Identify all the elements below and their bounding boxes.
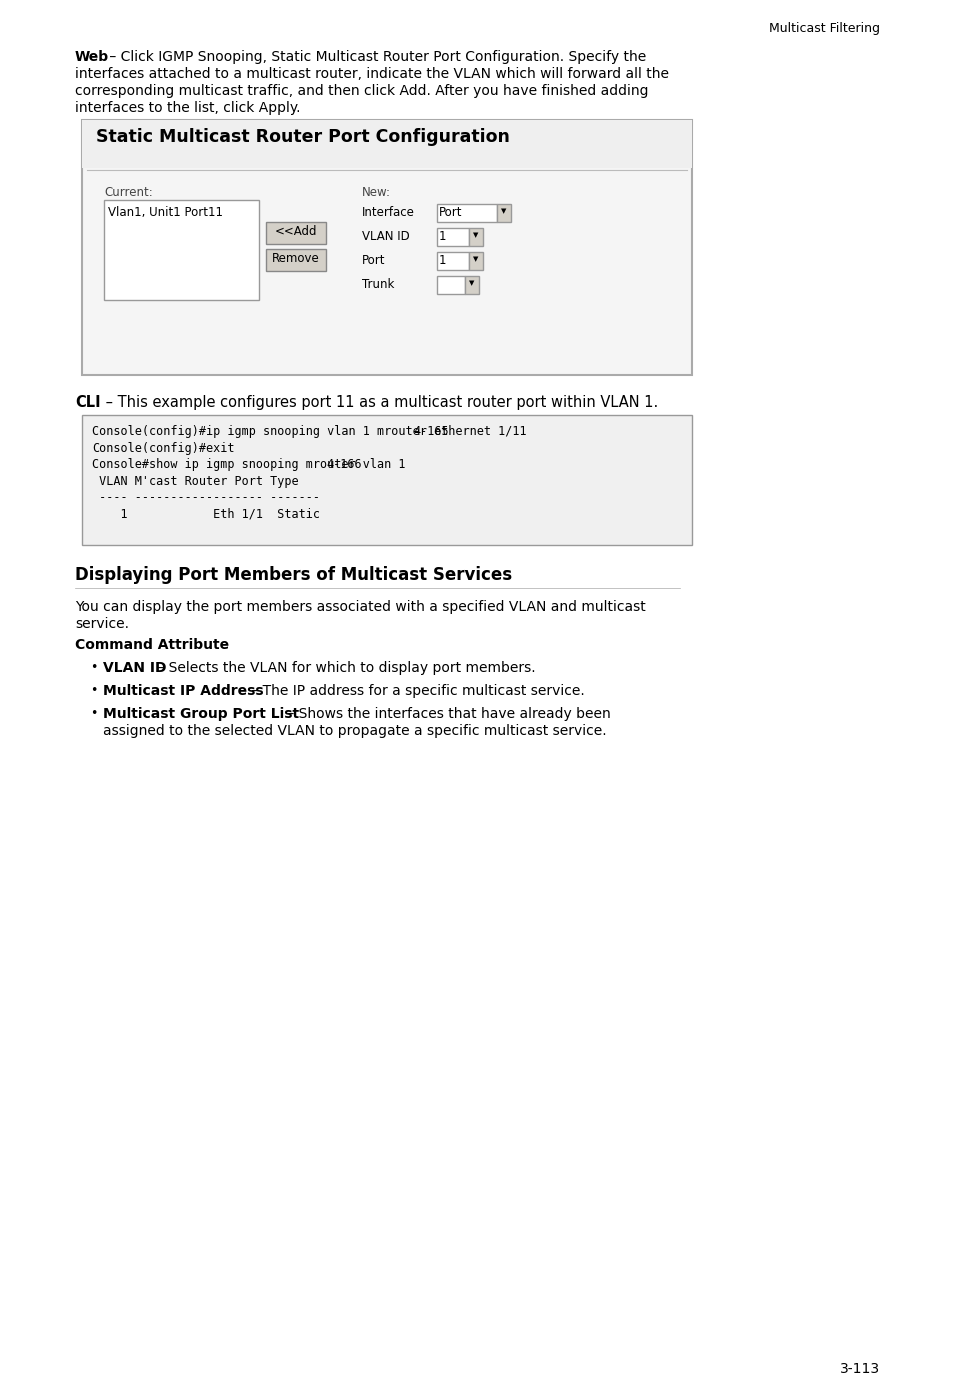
FancyBboxPatch shape: [464, 276, 478, 294]
Text: Displaying Port Members of Multicast Services: Displaying Port Members of Multicast Ser…: [75, 566, 512, 584]
Text: assigned to the selected VLAN to propagate a specific multicast service.: assigned to the selected VLAN to propaga…: [103, 725, 606, 738]
Text: service.: service.: [75, 618, 129, 632]
FancyBboxPatch shape: [82, 119, 691, 168]
Text: Multicast IP Address: Multicast IP Address: [103, 684, 263, 698]
FancyBboxPatch shape: [497, 204, 511, 222]
Text: Remove: Remove: [272, 253, 319, 265]
Text: 3-113: 3-113: [839, 1362, 879, 1376]
Text: 1            Eth 1/1  Static: 1 Eth 1/1 Static: [91, 508, 319, 520]
FancyBboxPatch shape: [436, 276, 464, 294]
Text: <<Add: <<Add: [274, 225, 317, 237]
Text: Web: Web: [75, 50, 109, 64]
Text: interfaces attached to a multicast router, indicate the VLAN which will forward : interfaces attached to a multicast route…: [75, 67, 668, 81]
Text: Port: Port: [438, 205, 462, 219]
Text: Console#show ip igmp snooping mrouter vlan 1: Console#show ip igmp snooping mrouter vl…: [91, 458, 405, 471]
Text: Multicast Group Port List: Multicast Group Port List: [103, 706, 299, 720]
FancyBboxPatch shape: [266, 248, 326, 271]
Text: interfaces to the list, click Apply.: interfaces to the list, click Apply.: [75, 101, 300, 115]
FancyBboxPatch shape: [82, 119, 691, 375]
Text: corresponding multicast traffic, and then click Add. After you have finished add: corresponding multicast traffic, and the…: [75, 85, 648, 99]
FancyBboxPatch shape: [436, 204, 497, 222]
Text: Interface: Interface: [361, 205, 415, 219]
Text: Current:: Current:: [104, 186, 152, 198]
Text: Vlan1, Unit1 Port11: Vlan1, Unit1 Port11: [108, 205, 223, 219]
Text: 1: 1: [438, 254, 446, 266]
Text: – The IP address for a specific multicast service.: – The IP address for a specific multicas…: [247, 684, 584, 698]
Text: Console(config)#exit: Console(config)#exit: [91, 441, 234, 454]
Text: 4-165: 4-165: [413, 425, 448, 439]
FancyBboxPatch shape: [469, 253, 482, 271]
Text: Port: Port: [361, 254, 385, 266]
Text: 1: 1: [438, 230, 446, 243]
FancyBboxPatch shape: [82, 415, 691, 545]
FancyBboxPatch shape: [436, 228, 469, 246]
Text: VLAN ID: VLAN ID: [103, 661, 167, 675]
Text: ▼: ▼: [469, 280, 475, 286]
Text: VLAN M'cast Router Port Type: VLAN M'cast Router Port Type: [91, 475, 298, 487]
Text: ▼: ▼: [473, 255, 478, 262]
Text: •: •: [90, 661, 97, 675]
FancyBboxPatch shape: [266, 222, 326, 244]
FancyBboxPatch shape: [436, 253, 469, 271]
Text: CLI: CLI: [75, 396, 100, 409]
FancyBboxPatch shape: [104, 200, 258, 300]
Text: Command Attribute: Command Attribute: [75, 638, 229, 652]
Text: New:: New:: [361, 186, 391, 198]
Text: You can display the port members associated with a specified VLAN and multicast: You can display the port members associa…: [75, 600, 645, 613]
Text: Trunk: Trunk: [361, 278, 394, 291]
Text: – Selects the VLAN for which to display port members.: – Selects the VLAN for which to display …: [153, 661, 536, 675]
Text: •: •: [90, 684, 97, 697]
Text: VLAN ID: VLAN ID: [361, 230, 410, 243]
Text: – This example configures port 11 as a multicast router port within VLAN 1.: – This example configures port 11 as a m…: [101, 396, 658, 409]
FancyBboxPatch shape: [469, 228, 482, 246]
Text: 4-166: 4-166: [326, 458, 361, 471]
Text: Multicast Filtering: Multicast Filtering: [768, 22, 879, 35]
Text: Console(config)#ip igmp snooping vlan 1 mrouter ethernet 1/11: Console(config)#ip igmp snooping vlan 1 …: [91, 425, 526, 439]
Text: ---- ------------------ -------: ---- ------------------ -------: [91, 491, 319, 504]
Text: – Shows the interfaces that have already been: – Shows the interfaces that have already…: [283, 706, 610, 720]
Text: •: •: [90, 706, 97, 720]
Text: – Click IGMP Snooping, Static Multicast Router Port Configuration. Specify the: – Click IGMP Snooping, Static Multicast …: [105, 50, 645, 64]
Text: ▼: ▼: [500, 208, 506, 214]
Text: ▼: ▼: [473, 232, 478, 237]
Text: Static Multicast Router Port Configuration: Static Multicast Router Port Configurati…: [96, 128, 509, 146]
